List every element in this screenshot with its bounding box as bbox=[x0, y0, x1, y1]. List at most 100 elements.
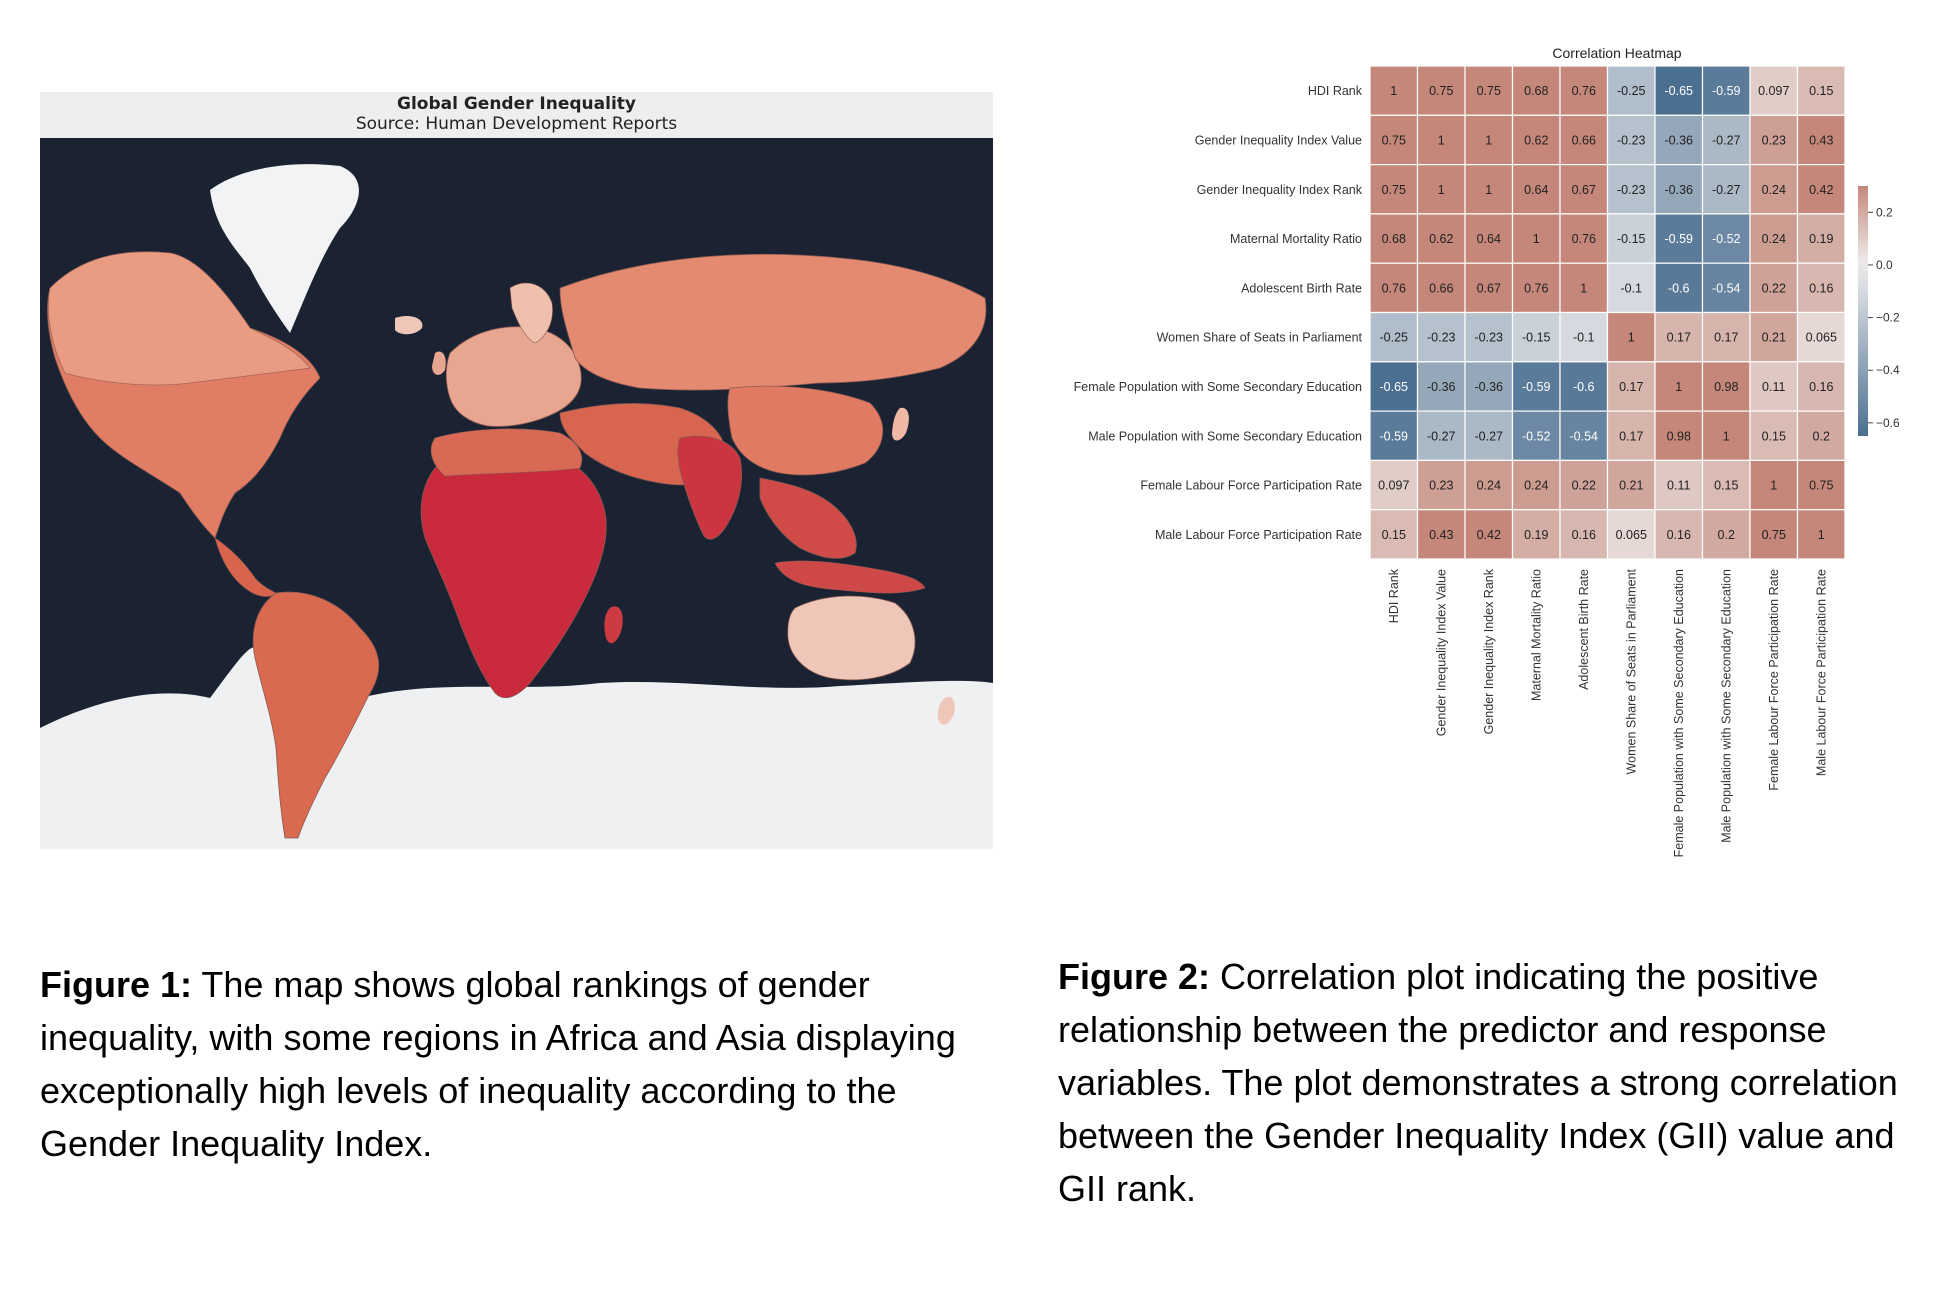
heatmap-cell-value: 0.42 bbox=[1809, 183, 1833, 197]
figure-1-label: Figure 1: bbox=[40, 964, 193, 1005]
figure-2-caption: Figure 2: Correlation plot indicating th… bbox=[1058, 950, 1938, 1215]
map-scandinavia bbox=[509, 282, 553, 344]
heatmap-cell-value: 0.66 bbox=[1429, 281, 1453, 295]
heatmap-cell-value: 0.62 bbox=[1429, 232, 1453, 246]
heatmap-col-label: Gender Inequality Index Value bbox=[1434, 569, 1448, 736]
heatmap-cell bbox=[1749, 65, 1799, 116]
heatmap-col-label: Adolescent Birth Rate bbox=[1577, 569, 1591, 690]
heatmap-cell bbox=[1701, 410, 1751, 462]
heatmap-cell bbox=[1464, 114, 1514, 166]
heatmap-cell-value: 0.76 bbox=[1572, 232, 1596, 246]
heatmap-row-label: Female Population with Some Secondary Ed… bbox=[1074, 380, 1362, 394]
heatmap-cell-value: 0.64 bbox=[1524, 183, 1548, 197]
heatmap-row-labels: HDI Rank Gender Inequality Index Value Gen… bbox=[1074, 84, 1363, 542]
heatmap-cell-value: 0.21 bbox=[1762, 331, 1786, 345]
figure-1-text: The map shows global rankings of gender … bbox=[40, 964, 956, 1164]
heatmap-cell bbox=[1749, 213, 1799, 264]
heatmap-cell-value: 1 bbox=[1628, 331, 1635, 345]
heatmap-cell bbox=[1559, 361, 1609, 412]
heatmap-cell-value: 0.065 bbox=[1616, 528, 1647, 542]
heatmap-row-label: Adolescent Birth Rate bbox=[1241, 281, 1362, 295]
heatmap-cell bbox=[1796, 509, 1846, 560]
heatmap-cell bbox=[1559, 509, 1609, 560]
map-uk bbox=[432, 351, 446, 375]
heatmap-cell bbox=[1559, 65, 1609, 116]
map-south-america bbox=[252, 591, 379, 839]
heatmap-cell bbox=[1464, 65, 1514, 116]
heatmap-cell bbox=[1796, 311, 1846, 363]
colorbar-tick-label: 0.2 bbox=[1876, 205, 1893, 219]
heatmap-cell-value: -0.54 bbox=[1712, 281, 1741, 295]
heatmap-cell bbox=[1416, 114, 1466, 166]
heatmap-cell-value: 0.43 bbox=[1429, 528, 1453, 542]
heatmap-row-label: Male Population with Some Secondary Educ… bbox=[1088, 429, 1362, 443]
heatmap-cell-value: 0.19 bbox=[1524, 528, 1548, 542]
heatmap-cell bbox=[1464, 361, 1514, 412]
map-new-zealand bbox=[937, 696, 955, 725]
heatmap-cell bbox=[1369, 213, 1419, 264]
heatmap-cell bbox=[1701, 509, 1751, 560]
heatmap-cell bbox=[1796, 163, 1846, 215]
world-map bbox=[40, 138, 993, 849]
heatmap-cell-value: -0.23 bbox=[1617, 183, 1646, 197]
heatmap-cell-value: -0.27 bbox=[1712, 183, 1741, 197]
heatmap-cell bbox=[1416, 459, 1466, 511]
heatmap-cell bbox=[1796, 361, 1846, 412]
heatmap-cell-value: 1 bbox=[1438, 183, 1445, 197]
heatmap-row-label: Gender Inequality Index Rank bbox=[1197, 183, 1363, 197]
heatmap-cell-value: 0.16 bbox=[1572, 528, 1596, 542]
heatmap-row-label: Women Share of Seats in Parliament bbox=[1157, 331, 1363, 345]
heatmap-cell-value: 0.67 bbox=[1572, 183, 1596, 197]
map-subtitle: Source: Human Development Reports bbox=[355, 114, 678, 134]
heatmap-cell-value: -0.25 bbox=[1380, 331, 1409, 345]
figure-2-text: Correlation plot indicating the positive… bbox=[1058, 956, 1898, 1209]
heatmap-cell-value: 0.15 bbox=[1714, 479, 1738, 493]
heatmap-cell-value: -0.27 bbox=[1475, 429, 1504, 443]
heatmap-cell bbox=[1369, 114, 1419, 166]
heatmap-cell bbox=[1559, 311, 1609, 363]
heatmap-cell-value: 0.42 bbox=[1477, 528, 1501, 542]
heatmap-cell-value: 0.24 bbox=[1477, 479, 1501, 493]
heatmap-row-label: Male Labour Force Participation Rate bbox=[1155, 528, 1362, 542]
map-russia bbox=[559, 253, 987, 391]
heatmap-cell bbox=[1796, 114, 1846, 166]
figure-1-caption: Figure 1: The map shows global rankings … bbox=[40, 958, 970, 1170]
heatmap-cell-value: -0.27 bbox=[1427, 429, 1456, 443]
heatmap-cell bbox=[1796, 410, 1846, 462]
heatmap-col-label: Gender Inequality Index Rank bbox=[1482, 568, 1496, 734]
heatmap-cell-value: 0.11 bbox=[1667, 479, 1690, 493]
heatmap-cell-value: -0.59 bbox=[1665, 232, 1694, 246]
heatmap-col-labels: HDI Rank Gender Inequality Index Value Gen… bbox=[1387, 568, 1829, 857]
heatmap-cell bbox=[1559, 262, 1609, 314]
heatmap-cell-value: 0.75 bbox=[1429, 84, 1453, 98]
heatmap-col-label: Male Population with Some Secondary Educ… bbox=[1719, 569, 1733, 843]
heatmap-cell-value: 1 bbox=[1818, 528, 1825, 542]
heatmap-cell-value: 0.17 bbox=[1714, 331, 1738, 345]
heatmap-cell-value: -0.6 bbox=[1573, 380, 1595, 394]
heatmap-cell-value: 0.065 bbox=[1806, 331, 1837, 345]
heatmap-cell bbox=[1749, 459, 1799, 511]
heatmap-cell-value: 0.2 bbox=[1718, 528, 1735, 542]
heatmap-cell bbox=[1606, 459, 1656, 511]
heatmap-cell-value: 0.75 bbox=[1477, 84, 1501, 98]
heatmap-cell-value: 0.17 bbox=[1619, 380, 1643, 394]
heatmap-cell-value: -0.23 bbox=[1617, 133, 1646, 147]
heatmap-cell bbox=[1369, 65, 1419, 116]
heatmap-cell bbox=[1511, 410, 1561, 462]
map-header: Global Gender Inequality Source: Human D… bbox=[40, 92, 993, 138]
heatmap-cell-value: 1 bbox=[1770, 479, 1777, 493]
heatmap-cell-value: 0.64 bbox=[1477, 232, 1501, 246]
heatmap-cell bbox=[1654, 262, 1704, 314]
heatmap-cell-value: -0.27 bbox=[1712, 133, 1741, 147]
heatmap-cell bbox=[1416, 311, 1466, 363]
heatmap-cell bbox=[1701, 114, 1751, 166]
heatmap-cell-value: 1 bbox=[1438, 133, 1445, 147]
heatmap-col-label: Female Labour Force Participation Rate bbox=[1767, 569, 1781, 791]
heatmap-cell-value: 0.75 bbox=[1382, 133, 1406, 147]
heatmap-cell-value: 0.75 bbox=[1762, 528, 1786, 542]
heatmap-cell bbox=[1369, 262, 1419, 314]
heatmap-row-label: Maternal Mortality Ratio bbox=[1230, 232, 1362, 246]
map-figure: Global Gender Inequality Source: Human D… bbox=[40, 92, 993, 849]
heatmap-cell bbox=[1416, 163, 1466, 215]
heatmap-cell bbox=[1511, 262, 1561, 314]
